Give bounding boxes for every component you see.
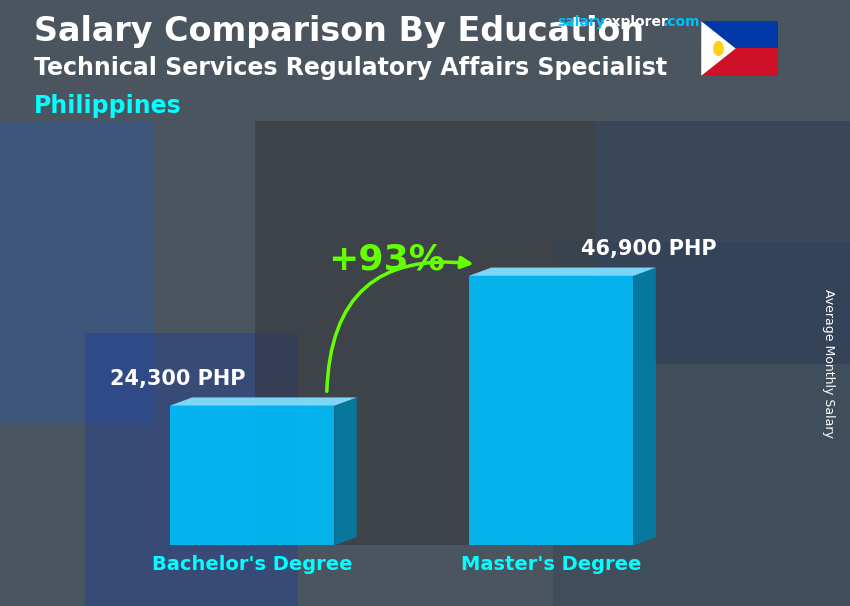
- Text: +93%: +93%: [328, 242, 445, 276]
- Polygon shape: [170, 398, 357, 406]
- Polygon shape: [633, 268, 656, 545]
- Text: 46,900 PHP: 46,900 PHP: [581, 239, 717, 259]
- Text: .com: .com: [662, 15, 700, 29]
- Text: Salary Comparison By Education: Salary Comparison By Education: [34, 15, 644, 48]
- Polygon shape: [334, 398, 357, 545]
- Polygon shape: [469, 268, 656, 276]
- Text: Technical Services Regulatory Affairs Specialist: Technical Services Regulatory Affairs Sp…: [34, 56, 667, 80]
- Polygon shape: [170, 406, 334, 545]
- Text: explorer: explorer: [603, 15, 668, 29]
- Bar: [701, 21, 778, 48]
- Bar: [85, 333, 298, 606]
- Text: 24,300 PHP: 24,300 PHP: [110, 369, 246, 389]
- Text: Philippines: Philippines: [34, 94, 182, 118]
- Text: Average Monthly Salary: Average Monthly Salary: [822, 289, 836, 438]
- Bar: [255, 121, 595, 545]
- Bar: [0, 121, 153, 424]
- Circle shape: [713, 41, 724, 56]
- Bar: [552, 242, 850, 606]
- Bar: [701, 48, 778, 76]
- Text: salary: salary: [557, 15, 604, 29]
- Bar: [595, 121, 850, 364]
- Polygon shape: [701, 21, 735, 76]
- Polygon shape: [469, 276, 633, 545]
